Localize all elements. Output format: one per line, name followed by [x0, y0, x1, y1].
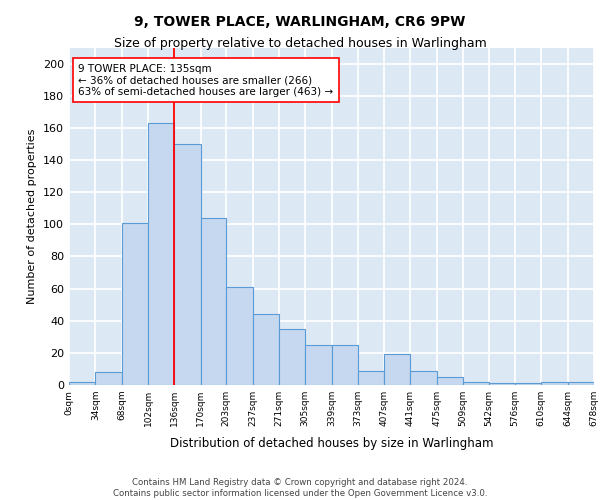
Bar — [253, 314, 279, 385]
Bar — [331, 345, 358, 385]
Text: 9, TOWER PLACE, WARLINGHAM, CR6 9PW: 9, TOWER PLACE, WARLINGHAM, CR6 9PW — [134, 15, 466, 29]
Bar — [515, 384, 541, 385]
Bar — [410, 370, 437, 385]
Bar — [358, 370, 384, 385]
Bar — [541, 382, 568, 385]
Bar — [463, 382, 488, 385]
Bar — [69, 382, 95, 385]
Bar — [279, 329, 305, 385]
Bar — [568, 382, 594, 385]
Bar — [95, 372, 122, 385]
Bar — [488, 384, 515, 385]
Bar — [122, 222, 148, 385]
Text: 9 TOWER PLACE: 135sqm
← 36% of detached houses are smaller (266)
63% of semi-det: 9 TOWER PLACE: 135sqm ← 36% of detached … — [78, 64, 334, 97]
Bar — [437, 377, 463, 385]
Bar — [305, 345, 331, 385]
Bar — [148, 123, 175, 385]
Bar — [175, 144, 200, 385]
Text: Contains HM Land Registry data © Crown copyright and database right 2024.
Contai: Contains HM Land Registry data © Crown c… — [113, 478, 487, 498]
Bar — [384, 354, 410, 385]
Bar — [200, 218, 226, 385]
Text: Size of property relative to detached houses in Warlingham: Size of property relative to detached ho… — [113, 38, 487, 51]
Bar — [226, 287, 253, 385]
Y-axis label: Number of detached properties: Number of detached properties — [28, 128, 37, 304]
X-axis label: Distribution of detached houses by size in Warlingham: Distribution of detached houses by size … — [170, 438, 493, 450]
